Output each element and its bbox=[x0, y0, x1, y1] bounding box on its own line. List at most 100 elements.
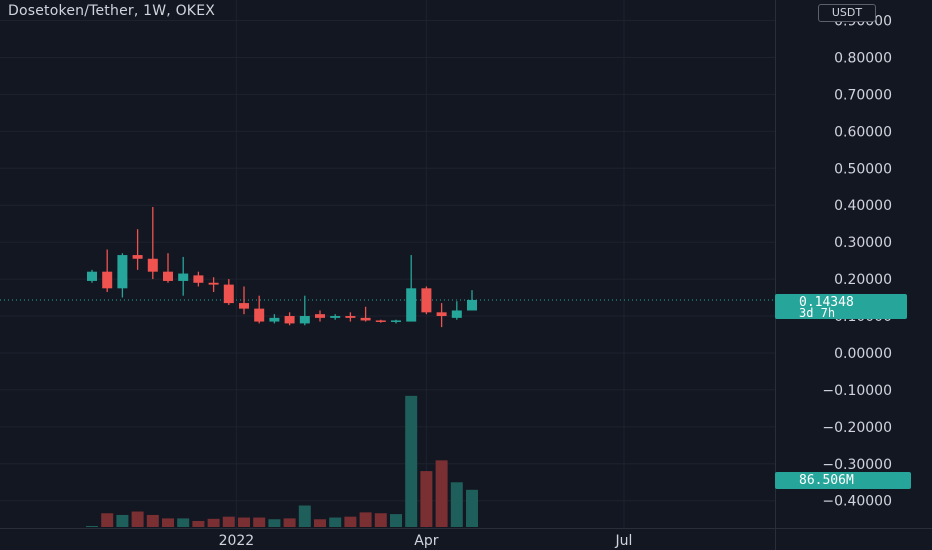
volume-bar-down bbox=[253, 517, 266, 527]
candle-up bbox=[451, 301, 462, 320]
candle-down bbox=[284, 312, 295, 326]
volume-bar-up bbox=[450, 482, 463, 527]
price-tick-label: 0.40000 bbox=[834, 198, 892, 214]
time-tick-label: Jul bbox=[615, 533, 633, 549]
candle-up bbox=[391, 319, 401, 324]
volume-bar-up bbox=[390, 514, 402, 527]
candle-down bbox=[345, 312, 356, 322]
volume-bar-up bbox=[329, 517, 342, 527]
volume-bar-down bbox=[146, 514, 159, 527]
price-tick-label: −0.10000 bbox=[822, 383, 892, 399]
time-tick-label: 2022 bbox=[219, 533, 255, 549]
candle-body bbox=[269, 317, 280, 322]
volume-bar-down bbox=[314, 519, 326, 527]
price-tick-label: 0.30000 bbox=[834, 235, 892, 251]
candle-down bbox=[421, 286, 432, 315]
price-tick-label: −0.30000 bbox=[822, 457, 892, 473]
candle-body bbox=[406, 288, 417, 322]
volume-bar-down bbox=[283, 518, 296, 527]
volume-bar-down bbox=[162, 518, 174, 527]
price-tick-label: −0.20000 bbox=[822, 420, 892, 436]
candle-down bbox=[147, 207, 158, 280]
candle-body bbox=[87, 271, 97, 281]
volume-bar-up bbox=[268, 519, 281, 527]
candle-body bbox=[254, 308, 265, 322]
volume-bar-up bbox=[466, 489, 478, 527]
price-tick-label: 0.70000 bbox=[834, 87, 892, 103]
last-volume-label: 86.506M bbox=[799, 473, 854, 488]
candle-body bbox=[284, 316, 295, 324]
candle-body bbox=[147, 258, 158, 272]
candle-body bbox=[208, 282, 219, 285]
candle-down bbox=[375, 319, 386, 323]
volume-bar-down bbox=[101, 513, 114, 527]
candle-down bbox=[223, 279, 234, 305]
price-tick-label: 0.80000 bbox=[834, 50, 892, 66]
candle-down bbox=[360, 306, 371, 322]
candle-down bbox=[163, 253, 173, 283]
chart-title: Dosetoken/Tether, 1W, OKEX bbox=[8, 3, 216, 19]
price-tick-label: 0.00000 bbox=[834, 346, 892, 362]
candle-up bbox=[117, 253, 128, 298]
candle-up bbox=[269, 314, 280, 324]
candle-body bbox=[163, 271, 173, 281]
volume-bar-down bbox=[222, 516, 235, 527]
candle-down bbox=[193, 271, 204, 287]
candle-body bbox=[102, 271, 113, 289]
candle-up bbox=[467, 290, 477, 311]
candle-body bbox=[436, 312, 447, 317]
last-price-badge: 0.14348 3d 7h bbox=[775, 294, 907, 320]
candle-up bbox=[87, 269, 97, 283]
candle-body bbox=[421, 288, 432, 313]
candle-body bbox=[467, 299, 477, 311]
candle-up bbox=[330, 314, 341, 320]
volume-bar-up bbox=[177, 518, 190, 527]
price-axis: 0.900000.800000.700000.600000.500000.400… bbox=[822, 14, 892, 510]
volume-bar-up bbox=[116, 514, 129, 527]
candle-down bbox=[315, 310, 325, 322]
volume-bar-down bbox=[435, 460, 448, 527]
volume-bar-up bbox=[298, 505, 311, 527]
candle-body bbox=[330, 316, 341, 318]
candle-down bbox=[239, 286, 249, 315]
candle-up bbox=[178, 256, 189, 296]
last-volume-badge: 86.506M bbox=[775, 472, 911, 489]
candle-down bbox=[254, 295, 265, 324]
candle-up bbox=[406, 255, 417, 322]
currency-button[interactable]: USDT bbox=[818, 4, 876, 22]
candle-body bbox=[117, 255, 128, 289]
candle-down bbox=[132, 229, 143, 270]
candle-body bbox=[391, 320, 401, 322]
candle-body bbox=[193, 275, 204, 283]
price-tick-label: −0.40000 bbox=[822, 494, 892, 510]
time-tick-label: Apr bbox=[414, 533, 438, 549]
volume-bars bbox=[86, 395, 478, 527]
volume-bar-down bbox=[192, 520, 205, 527]
candle-body bbox=[345, 316, 356, 318]
candle-body bbox=[315, 314, 325, 318]
volume-bar-down bbox=[238, 517, 250, 527]
candle-down bbox=[102, 249, 113, 293]
volume-bar-down bbox=[131, 511, 144, 527]
candle-body bbox=[178, 273, 189, 281]
price-tick-label: 0.50000 bbox=[834, 161, 892, 177]
candle-body bbox=[132, 255, 143, 259]
last-price-label: 0.14348 bbox=[799, 295, 854, 310]
candle-body bbox=[360, 317, 371, 321]
price-tick-label: 0.20000 bbox=[834, 272, 892, 288]
candle-up bbox=[299, 295, 310, 326]
candlesticks bbox=[87, 207, 477, 328]
volume-bar-down bbox=[359, 512, 372, 527]
volume-bar-up bbox=[405, 395, 418, 527]
volume-bar-down bbox=[420, 471, 433, 527]
time-axis: 2022 Apr Jul bbox=[219, 533, 633, 549]
candle-body bbox=[375, 320, 386, 322]
volume-bar-down bbox=[207, 518, 220, 527]
candle-body bbox=[451, 310, 462, 318]
candle-down bbox=[436, 303, 447, 328]
candle-body bbox=[223, 284, 234, 304]
price-tick-label: 0.60000 bbox=[834, 124, 892, 140]
candle-down bbox=[208, 277, 219, 293]
